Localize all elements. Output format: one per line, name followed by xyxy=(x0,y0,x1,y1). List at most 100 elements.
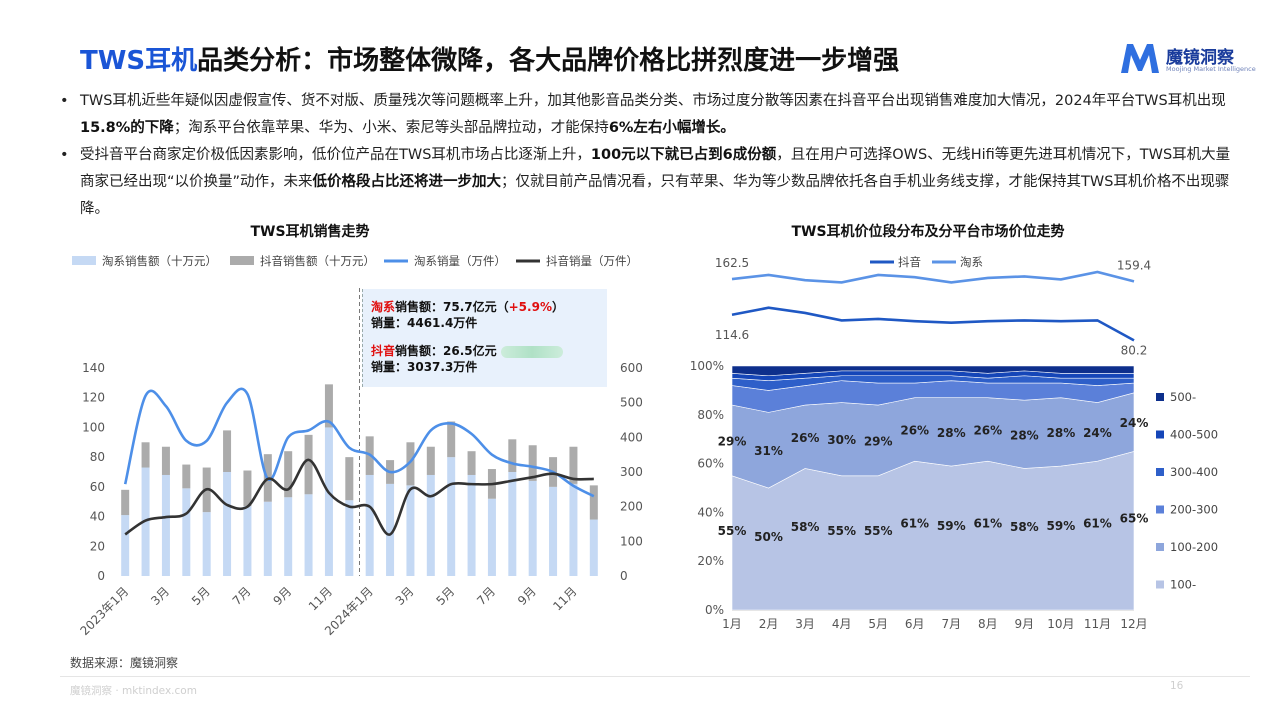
bar-taobao-sales xyxy=(569,483,578,576)
bullet-marker: • xyxy=(60,93,69,109)
x-tick-label: 5月 xyxy=(868,617,888,631)
y-left-tick: 140 xyxy=(82,361,105,375)
annotation-close-paren: ） xyxy=(551,300,564,314)
percent-label-100-200: 24% xyxy=(1120,416,1149,430)
price-label: 114.6 xyxy=(715,328,749,342)
x-tick-label: 7月 xyxy=(230,584,254,608)
y-left-tick: 80 xyxy=(90,450,105,464)
bar-taobao-sales xyxy=(549,486,558,576)
bar-taobao-sales xyxy=(161,474,170,576)
percent-label-100-200: 29% xyxy=(718,434,747,448)
line-douyin-price xyxy=(731,306,1135,342)
x-tick-label: 9月 xyxy=(271,584,295,608)
footer-divider xyxy=(60,676,1250,677)
legend-label-300-400: 300-400 xyxy=(1170,465,1218,479)
price-label: 159.4 xyxy=(1117,258,1151,272)
annotation-taobao-growth: +5.9% xyxy=(508,300,552,314)
bullet-highlight: 6%左右小幅增长。 xyxy=(608,120,735,136)
chart-title: TWS耳机销售走势 xyxy=(250,223,369,240)
bullet-item-1: • TWS耳机近些年疑似因虚假宣传、货不对版、质量残次等问题概率上升，加其他影音… xyxy=(60,88,1235,142)
legend-label-1: 淘系 xyxy=(960,255,983,269)
bar-taobao-sales xyxy=(182,488,191,576)
legend-swatch-100-200 xyxy=(1156,543,1164,551)
bar-douyin-sales xyxy=(141,442,150,468)
annotation-douyin-name: 抖音 xyxy=(371,344,396,358)
percent-label-100: 61% xyxy=(973,517,1002,531)
x-tick-label: 3月 xyxy=(393,584,417,608)
legend-label-1: 抖音销售额（十万元） xyxy=(260,254,375,268)
legend-swatch-1 xyxy=(230,256,254,265)
percent-label-100: 59% xyxy=(1047,519,1076,533)
bar-douyin-sales xyxy=(406,442,415,486)
bar-douyin-sales xyxy=(284,451,293,498)
x-tick-label: 9月 xyxy=(515,584,539,608)
percent-label-100: 61% xyxy=(900,517,929,531)
legend-swatch-300-400 xyxy=(1156,468,1164,476)
y-tick-label: 20% xyxy=(697,554,724,568)
bar-douyin-sales xyxy=(426,446,435,475)
bar-taobao-sales xyxy=(508,472,517,576)
bar-taobao-sales xyxy=(121,515,130,576)
y-right-tick: 0 xyxy=(620,569,628,583)
bullet-marker: • xyxy=(60,147,69,163)
logo: 魔镜洞察 Moojing Market Intelligence xyxy=(1118,40,1256,80)
percent-label-100: 55% xyxy=(864,524,893,538)
percent-label-100: 55% xyxy=(718,524,747,538)
price-label: 162.5 xyxy=(715,256,749,270)
percent-label-100: 58% xyxy=(1010,520,1039,534)
y-right-tick: 500 xyxy=(620,396,643,410)
annotation-douyin-volume: 销量：3037.3万件 xyxy=(371,360,478,374)
x-tick-label: 3月 xyxy=(148,584,172,608)
bullet-highlight: 低价格段占比还将进一步加大 xyxy=(312,174,502,190)
title-accent: TWS耳机 xyxy=(80,46,198,76)
bar-taobao-sales xyxy=(345,500,354,576)
price-label: 80.2 xyxy=(1121,343,1148,357)
y-tick-label: 0% xyxy=(705,603,724,617)
logo-m-icon xyxy=(1121,44,1159,73)
bar-taobao-sales xyxy=(202,512,211,576)
legend-label-200-300: 200-300 xyxy=(1170,503,1218,517)
percent-label-100-200: 28% xyxy=(1047,426,1076,440)
bullet-highlight: 100元以下就已占到6成份额 xyxy=(590,147,777,163)
y-left-tick: 0 xyxy=(97,569,105,583)
x-tick-label: 11月 xyxy=(306,584,335,613)
page-number: 16 xyxy=(1170,680,1184,692)
bar-taobao-sales xyxy=(386,483,395,576)
percent-label-100-200: 26% xyxy=(900,423,929,437)
percent-label-100: 58% xyxy=(791,520,820,534)
legend-label-400-500: 400-500 xyxy=(1170,428,1218,442)
bullet-text: ；淘系平台依靠苹果、华为、小米、索尼等头部品牌拉动，才能保持 xyxy=(173,120,609,136)
legend-swatch-100- xyxy=(1156,580,1164,589)
percent-label-100-200: 26% xyxy=(973,423,1002,437)
bar-taobao-sales xyxy=(263,501,272,576)
y-tick-label: 100% xyxy=(690,359,724,373)
y-left-tick: 100 xyxy=(82,420,105,434)
percent-label-100-200: 26% xyxy=(791,431,820,445)
annotation-taobao-name: 淘系 xyxy=(371,300,396,314)
y-tick-label: 60% xyxy=(697,457,724,471)
percent-label-100: 55% xyxy=(827,524,856,538)
annotation-douyin-sales: 销售额：26.5亿元 xyxy=(395,344,497,358)
bar-taobao-sales xyxy=(447,457,456,576)
chart-title: TWS耳机价位段分布及分平台市场价位走势 xyxy=(791,223,1064,240)
area-band-500- xyxy=(731,365,1135,377)
bar-douyin-sales xyxy=(304,434,313,495)
logo-subtitle: Moojing Market Intelligence xyxy=(1166,65,1256,73)
bar-taobao-sales xyxy=(406,485,415,576)
logo-name: 魔镜洞察 xyxy=(1166,48,1234,68)
bar-taobao-sales xyxy=(223,472,232,576)
percent-label-100-200: 24% xyxy=(1083,426,1112,440)
y-right-tick: 600 xyxy=(620,361,643,375)
bar-douyin-sales xyxy=(447,421,456,458)
bar-taobao-sales xyxy=(487,498,496,576)
bar-taobao-sales xyxy=(528,480,537,576)
y-tick-label: 80% xyxy=(697,408,724,422)
annotation-douyin: 抖音销售额：26.5亿元 销量：3037.3万件 xyxy=(371,343,563,375)
y-tick-label: 40% xyxy=(697,505,724,519)
bar-taobao-sales xyxy=(365,474,374,576)
bar-taobao-sales xyxy=(284,497,293,576)
legend-swatch-400-500 xyxy=(1156,430,1164,439)
legend-label-100-: 100- xyxy=(1170,578,1196,592)
